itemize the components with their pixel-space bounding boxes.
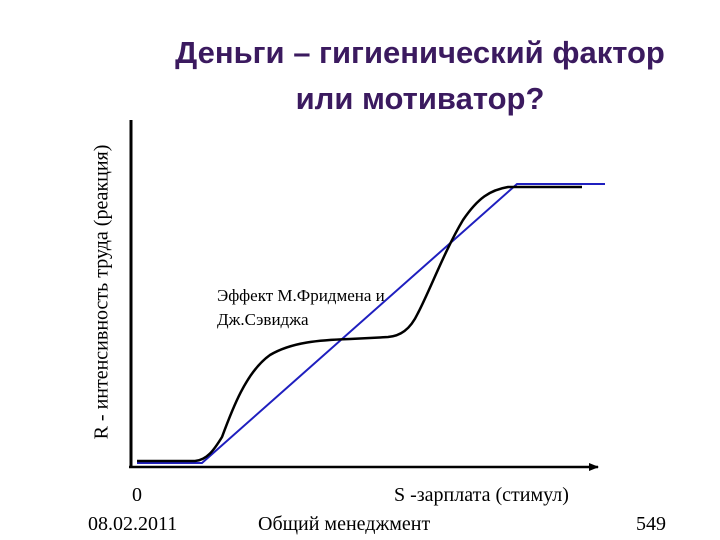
origin-label: 0 (132, 484, 142, 506)
y-axis-label: R - интенсивность труда (реакция) (90, 144, 113, 440)
footer-course-name: Общий менеджмент (258, 513, 431, 535)
title-line-2: или мотиватор? (295, 81, 545, 116)
friedman-savage-curve (137, 185, 582, 463)
x-axis-label: S -зарплата (стимул) (394, 484, 569, 506)
title-line-1: Деньги – гигиенический фактор (175, 35, 665, 70)
annotation-line-2: Дж.Сэвиджа (217, 310, 309, 329)
footer-date: 08.02.2011 (88, 513, 178, 535)
annotation-line-1: Эффект М.Фридмена и (217, 286, 385, 305)
slide-title: Деньги – гигиенический фактор или мотива… (120, 30, 720, 122)
effect-annotation: Эффект М.Фридмена и Дж.Сэвиджа (217, 284, 385, 332)
footer-page-number: 549 (636, 513, 666, 535)
linear-response-line (137, 183, 605, 464)
